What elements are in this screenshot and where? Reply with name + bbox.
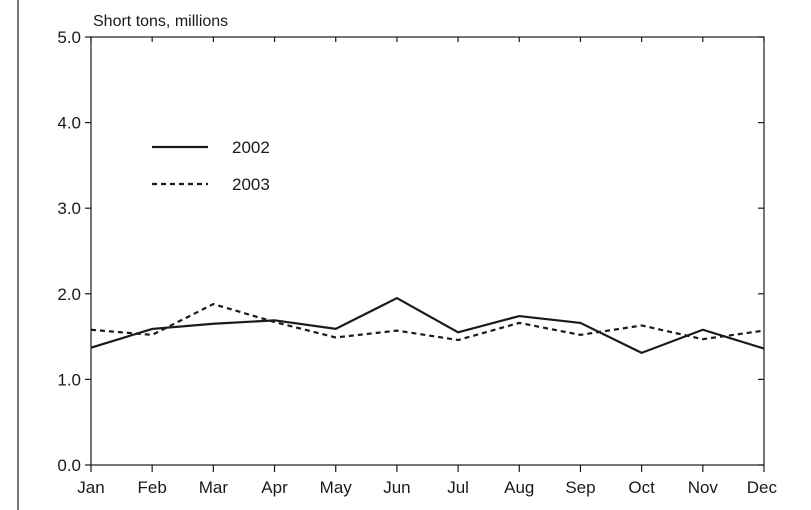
y-tick-label: 1.0 — [57, 370, 81, 389]
series-line-2003 — [90, 302, 765, 342]
legend-label-2002: 2002 — [232, 138, 270, 157]
y-tick-label: 0.0 — [57, 456, 81, 475]
x-tick-label: Sep — [565, 478, 595, 497]
y-axis: 0.0 1.0 2.0 3.0 4.0 5.0 — [57, 28, 764, 475]
x-tick-label: Jan — [77, 478, 104, 497]
y-tick-label: 5.0 — [57, 28, 81, 47]
x-axis: Jan Feb Mar Apr May Jun Jul Aug Sep Oct Nov Dec — [77, 37, 777, 497]
x-tick-label: Jul — [447, 478, 469, 497]
plot-frame — [90, 36, 765, 466]
y-tick-label: 4.0 — [57, 114, 81, 133]
x-tick-label: Apr — [261, 478, 288, 497]
series-2003 — [90, 302, 765, 342]
legend-label-2003: 2003 — [232, 175, 270, 194]
y-tick-label: 3.0 — [57, 199, 81, 218]
x-tick-label: May — [320, 478, 353, 497]
x-tick-label: Nov — [688, 478, 719, 497]
series-2002 — [90, 296, 765, 355]
x-tick-label: Feb — [138, 478, 167, 497]
x-tick-label: Aug — [504, 478, 534, 497]
legend: 2002 2003 — [152, 138, 270, 194]
x-tick-label: Dec — [747, 478, 778, 497]
x-tick-label: Jun — [383, 478, 410, 497]
y-tick-label: 2.0 — [57, 285, 81, 304]
y-axis-unit-label: Short tons, millions — [93, 13, 228, 30]
x-tick-label: Oct — [628, 478, 655, 497]
series-layer — [90, 296, 765, 355]
series-line-2002 — [90, 296, 765, 355]
x-tick-label: Mar — [199, 478, 229, 497]
